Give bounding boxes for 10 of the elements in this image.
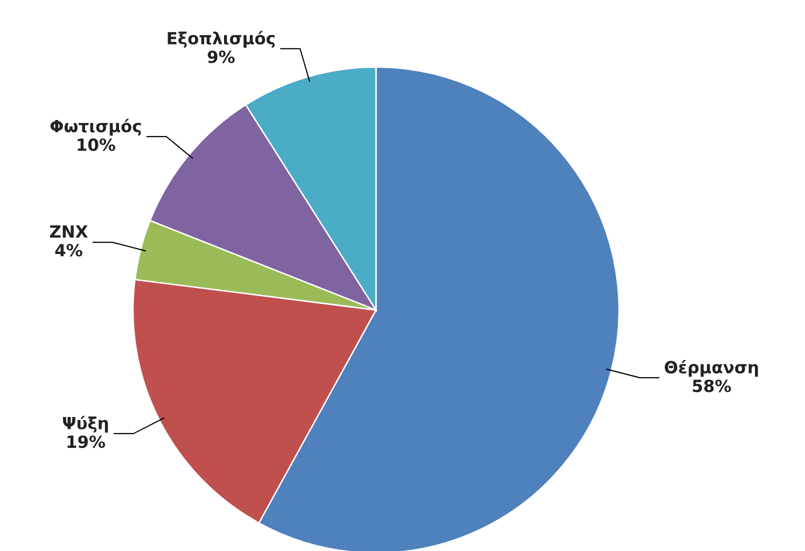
slice-label: Ψύξη xyxy=(63,416,108,433)
slice-label: Θέρμανση xyxy=(664,360,758,377)
slice-label: Φωτισμός xyxy=(50,118,141,136)
data-label: 10% xyxy=(78,138,116,152)
slice-label: Εξοπλισμός xyxy=(168,30,275,48)
data-label: 19% xyxy=(68,435,106,448)
data-label: 9% xyxy=(208,50,235,64)
slice-label: ZNX xyxy=(50,225,88,238)
data-label: 4% xyxy=(55,244,82,256)
data-label: 58% xyxy=(692,380,731,392)
